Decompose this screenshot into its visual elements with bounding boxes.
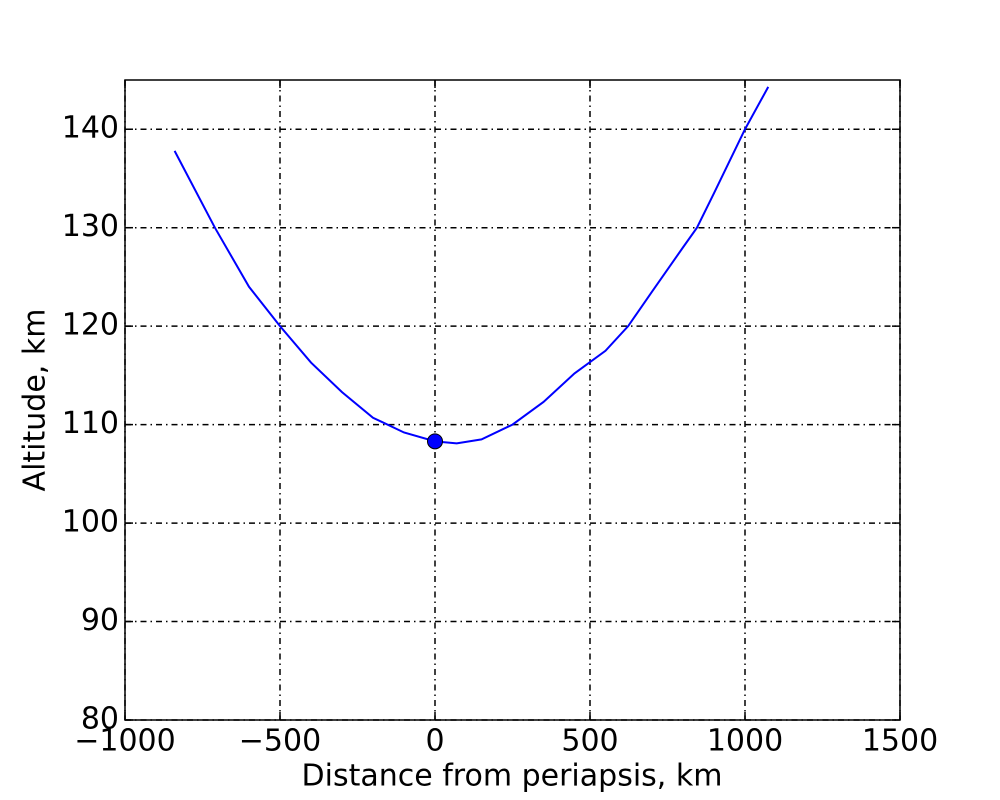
y-tick-label: 100 [62, 505, 119, 540]
plot-frame [124, 79, 901, 721]
x-tick-label: 0 [425, 724, 444, 759]
x-tick-label: 500 [561, 724, 618, 759]
x-tick-label: −500 [239, 724, 321, 759]
x-tick-label: −1000 [74, 724, 175, 759]
x-tick-label: 1500 [862, 724, 938, 759]
y-tick-label: 110 [62, 406, 119, 441]
y-tick-label: 140 [62, 111, 119, 146]
y-tick-label: 130 [62, 209, 119, 244]
y-tick-label: 80 [81, 702, 119, 737]
y-axis-label: Altitude, km [18, 309, 53, 492]
marker-point [427, 433, 443, 450]
y-tick-label: 90 [81, 603, 119, 638]
x-tick-label: 1000 [707, 724, 783, 759]
line-series [173, 86, 770, 445]
y-tick-label: 120 [62, 308, 119, 343]
x-axis-label: Distance from periapsis, km [302, 759, 723, 794]
